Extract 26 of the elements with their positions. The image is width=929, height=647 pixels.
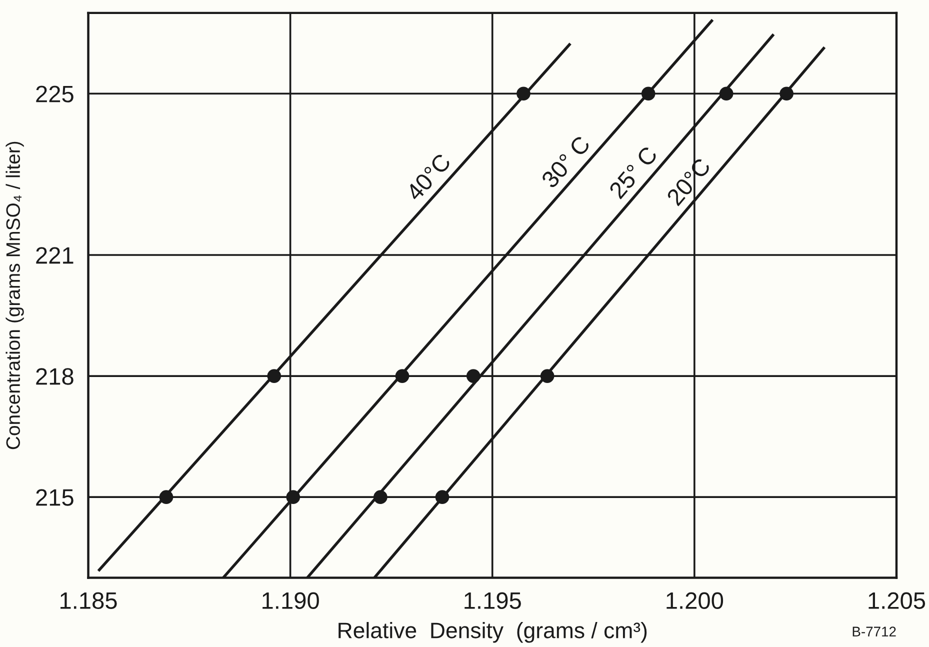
point (159, 490, 174, 504)
point (374, 490, 388, 504)
y-tick-label: 215 (36, 489, 74, 506)
point (641, 86, 656, 101)
point (719, 86, 734, 101)
point (466, 369, 480, 383)
y-axis-title: Concentration (grams MnSO₄ / liter) (6, 142, 24, 450)
point (435, 490, 450, 504)
y-tick-label: 218 (36, 368, 74, 385)
x-axis-title: Relative Density (grams / cm³) (338, 622, 647, 643)
text: 25° C (608, 145, 658, 200)
point (540, 369, 554, 383)
x-tick-label: 1.200 (666, 592, 724, 610)
x-tick-label: 1.190 (262, 592, 319, 610)
x-tick-label: 1.195 (464, 592, 521, 610)
y-tick-label: 221 (36, 247, 74, 264)
point (516, 86, 530, 101)
point (267, 369, 282, 383)
point (395, 369, 410, 383)
x-tick-label: 1.185 (60, 592, 117, 610)
text: 30° C (540, 134, 592, 190)
point (780, 86, 794, 101)
x-tick-label: 1.205 (868, 592, 926, 610)
point (286, 490, 300, 504)
y-tick-label: 225 (36, 86, 74, 102)
text: B-7712 (852, 626, 896, 636)
